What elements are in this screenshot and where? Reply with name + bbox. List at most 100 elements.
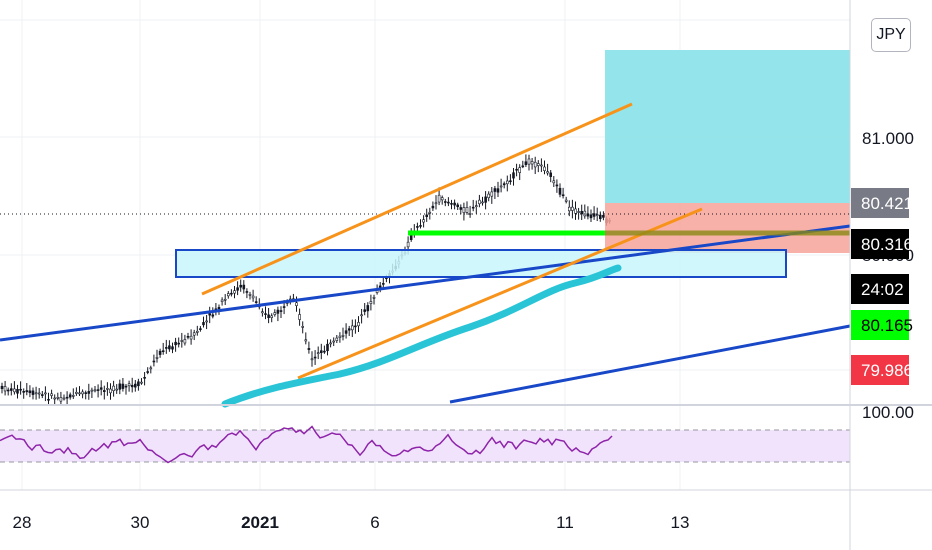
candle-body <box>459 207 463 210</box>
candle-body <box>295 302 298 306</box>
candle-body <box>96 389 100 391</box>
price-badge <box>851 274 909 304</box>
candle-body <box>273 312 277 315</box>
candle-body <box>332 340 336 343</box>
supply-demand-zone <box>175 249 787 278</box>
candle-body <box>307 348 311 350</box>
candle-body <box>146 371 149 373</box>
candle-body <box>261 311 264 314</box>
candle-body <box>31 390 35 395</box>
candle-body <box>236 287 239 291</box>
channel-bottom-line <box>297 207 703 380</box>
candle-body <box>546 171 549 174</box>
candle-body <box>78 392 81 395</box>
candle-body <box>264 313 267 315</box>
candle-body <box>137 381 140 387</box>
candle-body <box>276 309 280 314</box>
candle-body <box>428 211 432 214</box>
moving-average-line <box>221 264 622 408</box>
candle-body <box>543 166 546 171</box>
time-tick-label: 2021 <box>241 513 279 532</box>
candle-body <box>555 184 559 187</box>
candlestick-series <box>0 154 611 406</box>
candle-body <box>419 225 422 227</box>
candle-body <box>360 314 363 317</box>
price-badge <box>851 229 909 259</box>
candle-body <box>341 334 345 337</box>
candle-body <box>168 345 171 350</box>
candle-body <box>37 392 41 395</box>
candle-body <box>6 389 10 392</box>
candle-body <box>93 389 97 392</box>
candle-body <box>481 201 484 204</box>
candle-body <box>580 210 584 215</box>
candle-body <box>180 340 184 342</box>
candle-body <box>422 219 425 223</box>
price-badge <box>851 188 909 218</box>
candle-body <box>471 206 475 209</box>
channel-top-line <box>201 102 633 296</box>
candle-body <box>527 158 531 165</box>
candle-body <box>443 201 447 203</box>
time-axis-ticks: 28 30 2021 6 11 13 <box>13 513 690 532</box>
candle-body <box>56 397 60 399</box>
candle-body <box>72 395 75 397</box>
candle-body <box>598 214 602 220</box>
candle-body <box>171 346 174 350</box>
candle-body <box>223 298 227 301</box>
candle-body <box>0 385 4 389</box>
candle-body <box>350 325 354 331</box>
candle-body <box>577 211 580 213</box>
price-badge-label: 80.165 <box>861 316 913 335</box>
candle-body <box>434 202 438 205</box>
price-badge-label: 80.316 <box>861 235 913 254</box>
candle-body <box>149 367 153 370</box>
candle-body <box>211 314 215 317</box>
candle-body <box>251 295 255 299</box>
candle-body <box>450 203 453 205</box>
candle-body <box>124 385 128 388</box>
candle-body <box>227 293 230 297</box>
candle-body <box>478 199 481 205</box>
candle-body <box>490 191 494 197</box>
candle-body <box>205 320 208 323</box>
candle-body <box>242 284 246 290</box>
candle-body <box>134 383 137 388</box>
candle-body <box>496 188 500 193</box>
candle-body <box>81 391 84 395</box>
candle-body <box>468 213 472 215</box>
price-badge <box>851 355 909 385</box>
candle-body <box>62 397 66 400</box>
candle-body <box>595 214 599 216</box>
candle-body <box>304 339 308 342</box>
candle-body <box>589 214 593 219</box>
candle-body <box>130 384 134 388</box>
candle-body <box>28 390 32 394</box>
candle-body <box>369 301 373 304</box>
currency-button[interactable]: JPY <box>871 18 911 52</box>
candle-body <box>161 350 165 353</box>
candle-body <box>10 388 13 391</box>
price-badge-label: 79.986 <box>861 361 913 380</box>
candle-body <box>279 310 283 312</box>
candle-body <box>357 322 360 327</box>
candle-body <box>406 241 410 248</box>
candle-body <box>177 342 180 345</box>
candle-body <box>456 204 460 208</box>
candle-body <box>323 350 326 353</box>
candle-body <box>378 285 382 288</box>
candle-body <box>112 385 115 392</box>
candle-body <box>19 388 22 391</box>
candle-body <box>248 294 252 296</box>
candle-body <box>189 335 193 340</box>
candle-body <box>462 207 466 213</box>
candle-body <box>301 326 305 328</box>
candle-body <box>245 291 249 293</box>
candle-body <box>121 383 125 389</box>
candle-body <box>347 328 351 331</box>
candle-body <box>437 194 441 203</box>
candle-body <box>254 301 258 303</box>
candle-body <box>310 358 314 361</box>
candle-body <box>220 299 224 302</box>
